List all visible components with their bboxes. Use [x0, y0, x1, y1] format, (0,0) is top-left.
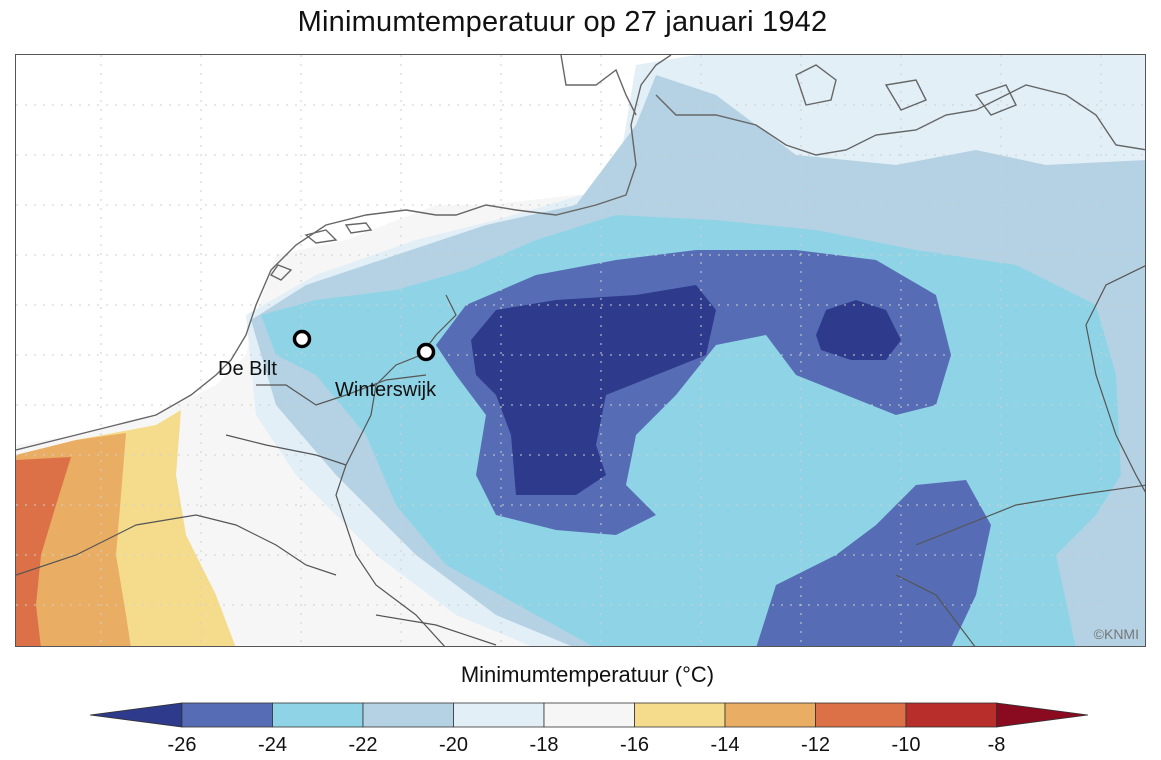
colorbar-bin-9: [905, 702, 997, 728]
country-borders: [16, 265, 1145, 646]
colorbar-arrow-high: [996, 702, 1089, 728]
colorbar-title: Minimumtemperatuur (°C): [460, 662, 715, 687]
colorbar-tick-label: -14: [710, 734, 740, 756]
station-label-winterswijk: Winterswijk: [335, 379, 437, 401]
colorbar-tick-label: -16: [620, 734, 649, 756]
colorbar-bin-1: [181, 702, 273, 728]
colorbar-bin-6: [634, 702, 726, 728]
copyright-label: ©KNMI: [1093, 626, 1139, 642]
station-label-de-bilt: De Bilt: [218, 358, 277, 380]
colorbar-svg: [90, 702, 1089, 728]
temperature-map: De Bilt Winterswijk ©KNMI: [15, 54, 1146, 647]
map-canvas: [16, 55, 1145, 646]
colorbar-tick-label: -22: [348, 734, 378, 756]
map-title: Minimumtemperatuur op 27 januari 1942: [297, 6, 828, 38]
colorbar: [90, 700, 1090, 730]
colorbar-tick-label: -10: [891, 734, 921, 756]
colorbar-tick-label: -24: [258, 734, 287, 756]
colorbar-bin-2: [272, 702, 364, 728]
colorbar-bin-7: [724, 702, 816, 728]
colorbar-bin-5: [543, 702, 635, 728]
colorbar-tick-label: -20: [439, 734, 468, 756]
colorbar-bin-4: [453, 702, 545, 728]
colorbar-tick-label: -18: [529, 734, 559, 756]
colorbar-bin-8: [815, 702, 907, 728]
contour-minus26-south: [756, 480, 991, 646]
colorbar-bin-3: [362, 702, 454, 728]
contour-below26-east: [816, 300, 901, 360]
coastlines: [16, 55, 1145, 451]
colorbar-tick-label: -8: [987, 734, 1006, 756]
contour-minus12: [16, 457, 71, 646]
colorbar-tick-label: -26: [167, 734, 197, 756]
colorbar-tick-label: -12: [801, 734, 830, 756]
station-winterswijk-marker[interactable]: [416, 342, 436, 362]
station-de-bilt-marker[interactable]: [292, 329, 312, 349]
contour-below26-main: [471, 285, 716, 495]
colorbar-arrow-low: [90, 702, 183, 728]
